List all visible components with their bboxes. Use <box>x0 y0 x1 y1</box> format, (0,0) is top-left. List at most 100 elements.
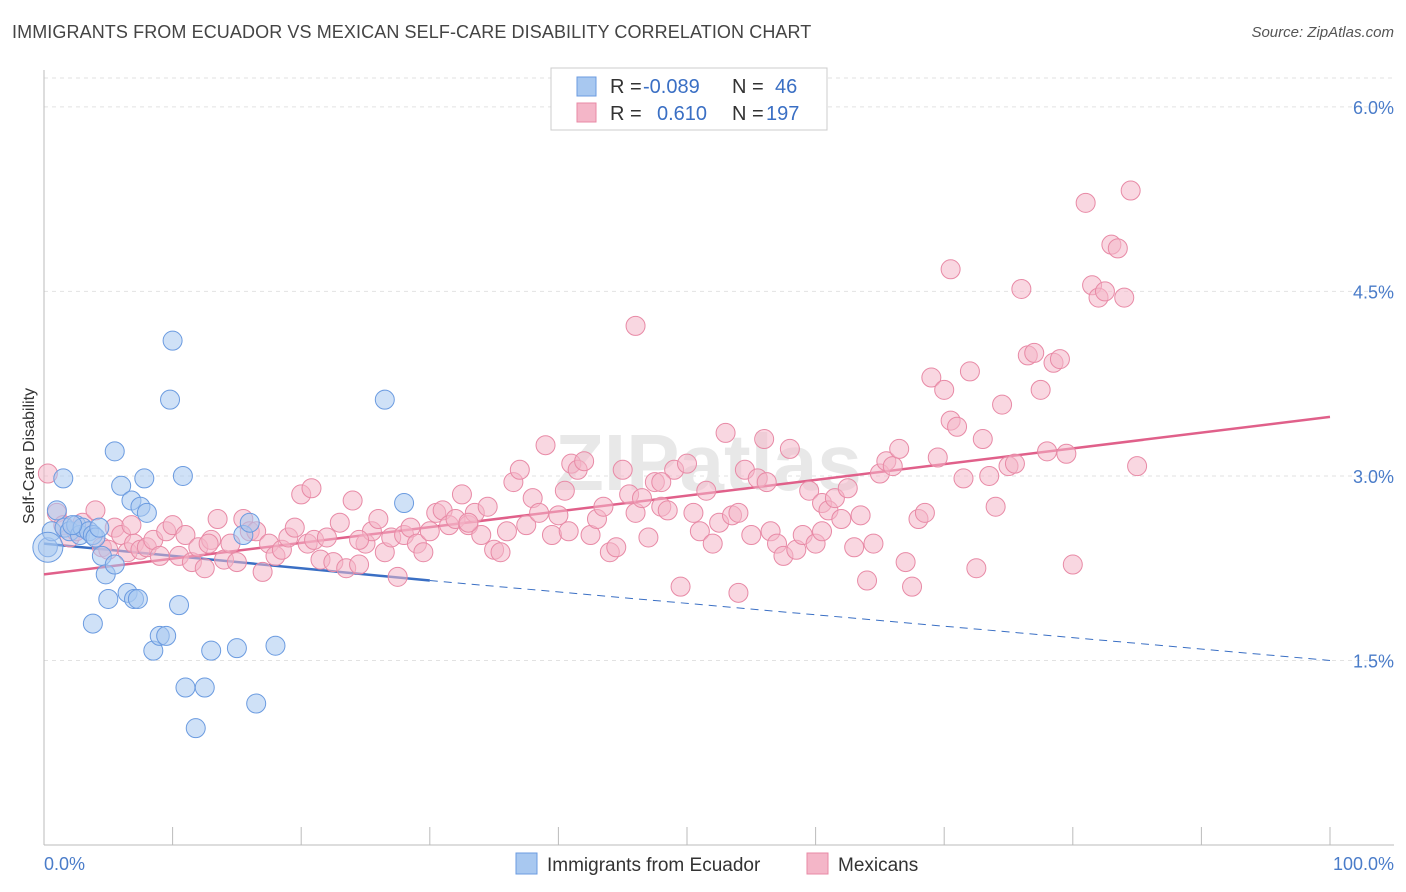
y-tick-label: 6.0% <box>1353 98 1394 118</box>
data-point <box>574 451 595 472</box>
data-point <box>1120 180 1141 201</box>
data-point <box>185 718 206 739</box>
data-point <box>812 521 833 542</box>
data-point <box>1062 554 1083 575</box>
data-point <box>198 533 219 554</box>
data-point <box>670 576 691 597</box>
data-point <box>882 456 903 477</box>
data-point <box>831 509 852 530</box>
legend-swatch-ecuador <box>576 76 597 97</box>
legend-n-label-1: N = <box>732 76 764 98</box>
data-point <box>677 453 697 474</box>
data-point <box>104 441 125 462</box>
legend-r-label-1: R = <box>610 76 642 98</box>
data-point <box>374 389 395 410</box>
y-tick-label: 4.5% <box>1353 282 1394 302</box>
legend-n-label-2: N = <box>732 103 764 125</box>
bottom-legend-swatch-ecuador <box>515 852 538 875</box>
data-point <box>715 422 736 443</box>
data-point <box>316 527 337 548</box>
bottom-legend-swatch-mexicans <box>806 852 829 875</box>
data-point <box>631 488 652 509</box>
y-tick-label: 1.5% <box>1353 651 1394 671</box>
data-point <box>1049 349 1070 370</box>
data-point <box>419 521 440 542</box>
data-point <box>149 545 170 566</box>
data-point <box>857 570 878 591</box>
data-point <box>458 512 479 533</box>
data-point <box>175 525 196 545</box>
data-point <box>548 505 569 526</box>
data-point <box>121 515 142 536</box>
x-tick-label-start: 0.0% <box>44 854 85 874</box>
data-point <box>172 465 193 486</box>
legend-n-value-1: 46 <box>775 76 797 98</box>
data-point <box>606 537 627 558</box>
data-point <box>194 558 215 579</box>
data-point <box>953 468 974 489</box>
data-point <box>413 542 434 563</box>
legend-swatch-mexicans <box>576 102 597 123</box>
data-point <box>53 468 74 489</box>
data-point <box>959 361 980 382</box>
data-point <box>1030 379 1051 400</box>
data-point <box>226 552 247 573</box>
data-point <box>329 512 350 533</box>
data-point <box>535 435 556 456</box>
data-point <box>895 552 916 573</box>
data-point <box>1037 441 1058 462</box>
data-point <box>554 480 575 501</box>
chart-source: Source: ZipAtlas.com <box>1251 24 1394 41</box>
data-point <box>529 502 550 523</box>
data-point <box>490 542 511 563</box>
legend-r-value-2: 0.610 <box>657 103 707 125</box>
data-point <box>104 554 125 575</box>
data-point <box>921 367 942 388</box>
data-point <box>252 561 273 582</box>
data-point <box>509 459 530 480</box>
data-point <box>246 693 267 714</box>
data-point <box>46 500 67 521</box>
data-point <box>516 515 537 536</box>
y-axis-label: Self-Care Disability <box>21 388 38 524</box>
data-point <box>342 490 363 511</box>
chart-title: IMMIGRANTS FROM ECUADOR VS MEXICAN SELF-… <box>12 22 812 42</box>
data-point <box>194 677 215 698</box>
data-point <box>902 576 923 597</box>
data-point <box>162 330 183 351</box>
data-point <box>683 502 704 523</box>
data-point <box>368 509 389 530</box>
data-point <box>1094 281 1115 302</box>
data-point <box>62 515 83 536</box>
data-point <box>265 635 286 656</box>
data-point <box>85 500 106 521</box>
data-point <box>1107 238 1128 259</box>
data-point <box>966 558 987 579</box>
data-point <box>1075 192 1096 213</box>
data-point <box>111 475 132 496</box>
data-point <box>471 525 492 545</box>
data-point <box>728 582 749 603</box>
data-point <box>156 625 177 646</box>
trend-line-1 <box>43 415 1331 576</box>
data-point <box>239 512 260 533</box>
data-point <box>349 529 370 550</box>
data-point <box>728 502 749 523</box>
data-points <box>32 180 1148 739</box>
data-point <box>947 416 968 437</box>
data-point <box>934 379 955 400</box>
data-point <box>169 595 190 616</box>
axes <box>43 70 1394 846</box>
data-point <box>756 472 777 493</box>
data-point <box>349 554 370 575</box>
data-point <box>844 537 865 558</box>
data-point <box>89 517 110 538</box>
data-point <box>98 588 119 609</box>
data-point <box>850 505 871 526</box>
bottom-legend-label-mexicans: Mexicans <box>838 855 918 876</box>
data-point <box>1024 342 1045 363</box>
data-point <box>226 638 247 659</box>
data-point <box>136 502 157 523</box>
data-point <box>940 259 961 280</box>
